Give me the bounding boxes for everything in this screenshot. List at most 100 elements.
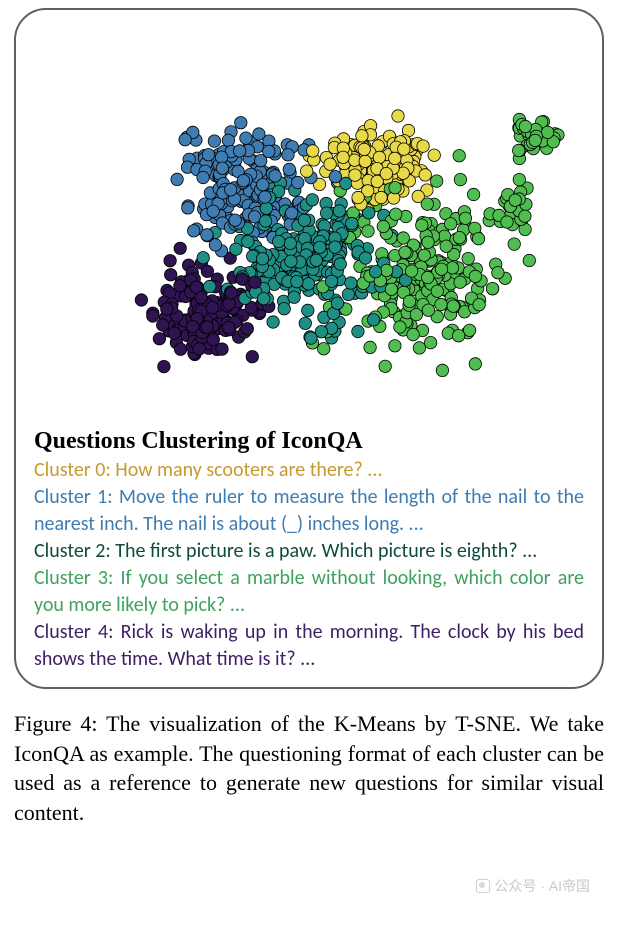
scatter-point bbox=[453, 150, 465, 162]
scatter-point bbox=[284, 237, 296, 249]
scatter-point bbox=[258, 293, 270, 305]
scatter-point bbox=[253, 128, 265, 140]
scatter-point bbox=[394, 321, 406, 333]
scatter-point bbox=[234, 145, 246, 157]
scatter-point bbox=[529, 134, 541, 146]
cluster-2-text: Cluster 2: The first picture is a paw. W… bbox=[34, 538, 584, 565]
scatter-point bbox=[305, 332, 317, 344]
scatter-point bbox=[310, 254, 322, 266]
scatter-point bbox=[403, 295, 415, 307]
scatter-point bbox=[473, 299, 485, 311]
scatter-point bbox=[486, 282, 498, 294]
scatter-point bbox=[208, 135, 220, 147]
wechat-icon bbox=[476, 879, 490, 893]
scatter-point bbox=[513, 173, 525, 185]
scatter-point bbox=[306, 194, 318, 206]
scatter-point bbox=[352, 325, 364, 337]
scatter-point bbox=[241, 323, 253, 335]
scatter-point bbox=[519, 210, 531, 222]
scatter-point bbox=[337, 151, 349, 163]
scatter-point bbox=[453, 231, 465, 243]
scatter-point bbox=[356, 130, 368, 142]
scatter-point bbox=[380, 264, 392, 276]
scatter-point bbox=[452, 330, 464, 342]
scatter-point bbox=[174, 242, 186, 254]
scatter-point bbox=[256, 253, 268, 265]
scatter-point bbox=[161, 303, 173, 315]
scatter-point bbox=[390, 208, 402, 220]
watermark-text: 公众号 · AI帝国 bbox=[494, 876, 590, 896]
scatter-point bbox=[135, 294, 147, 306]
scatter-point bbox=[286, 207, 298, 219]
scatter-point bbox=[291, 275, 303, 287]
scatter-point bbox=[397, 232, 409, 244]
scatter-point bbox=[299, 317, 311, 329]
scatter-point bbox=[216, 343, 228, 355]
scatter-point bbox=[362, 225, 374, 237]
watermark: 公众号 · AI帝国 bbox=[476, 876, 590, 896]
scatter-point bbox=[235, 117, 247, 129]
scatter-point bbox=[399, 246, 411, 258]
scatter-point bbox=[342, 288, 354, 300]
scatter-point bbox=[267, 316, 279, 328]
scatter-point bbox=[436, 364, 448, 376]
scatter-point bbox=[422, 236, 434, 248]
scatter-point bbox=[242, 235, 254, 247]
figure-title: Questions Clustering of IconQA bbox=[34, 428, 584, 455]
figure-card: Questions Clustering of IconQA Cluster 0… bbox=[14, 8, 604, 689]
scatter-point bbox=[329, 241, 341, 253]
scatter-point bbox=[302, 304, 314, 316]
scatter-point bbox=[413, 342, 425, 354]
scatter-point bbox=[269, 170, 281, 182]
scatter-point bbox=[369, 266, 381, 278]
scatter-point bbox=[195, 292, 207, 304]
cluster-list: Cluster 0: How many scooters are there? … bbox=[34, 457, 584, 673]
scatter-point bbox=[230, 243, 242, 255]
cluster-0-text: Cluster 0: How many scooters are there? … bbox=[34, 457, 584, 484]
figure-caption: Figure 4: The visualization of the K-Mea… bbox=[14, 709, 604, 828]
scatter-point bbox=[380, 167, 392, 179]
scatter-point bbox=[416, 219, 428, 231]
scatter-point bbox=[519, 120, 531, 132]
scatter-point bbox=[201, 321, 213, 333]
scatter-point bbox=[201, 229, 213, 241]
scatter-point bbox=[236, 273, 248, 285]
scatter-point bbox=[229, 214, 241, 226]
scatter-point bbox=[367, 314, 379, 326]
scatter-point bbox=[225, 184, 237, 196]
scatter-point bbox=[307, 145, 319, 157]
scatter-point bbox=[179, 134, 191, 146]
tsne-scatter bbox=[49, 22, 569, 422]
scatter-point bbox=[301, 165, 313, 177]
scatter-point bbox=[422, 271, 434, 283]
scatter-point bbox=[407, 328, 419, 340]
scatter-point bbox=[389, 152, 401, 164]
scatter-point bbox=[472, 233, 484, 245]
scatter-point bbox=[182, 202, 194, 214]
scatter-point bbox=[197, 171, 209, 183]
scatter-point bbox=[349, 169, 361, 181]
scatter-point bbox=[257, 179, 269, 191]
scatter-point bbox=[157, 319, 169, 331]
scatter-point bbox=[377, 220, 389, 232]
scatter-point bbox=[153, 333, 165, 345]
scatter-point bbox=[513, 144, 525, 156]
scatter-point bbox=[285, 255, 297, 267]
scatter-point bbox=[215, 151, 227, 163]
scatter-point bbox=[278, 303, 290, 315]
scatter-point bbox=[168, 327, 180, 339]
scatter-point bbox=[320, 207, 332, 219]
scatter-point bbox=[201, 265, 213, 277]
scatter-point bbox=[501, 216, 513, 228]
scatter-point bbox=[406, 265, 418, 277]
scatter-point bbox=[418, 249, 430, 261]
scatter-point bbox=[398, 143, 410, 155]
scatter-point bbox=[158, 360, 170, 372]
scatter-point bbox=[421, 198, 433, 210]
scatter-point bbox=[171, 173, 183, 185]
scatter-point bbox=[440, 240, 452, 252]
scatter-point bbox=[469, 270, 481, 282]
scatter-point bbox=[492, 267, 504, 279]
scatter-point bbox=[240, 132, 252, 144]
scatter-point bbox=[417, 140, 429, 152]
